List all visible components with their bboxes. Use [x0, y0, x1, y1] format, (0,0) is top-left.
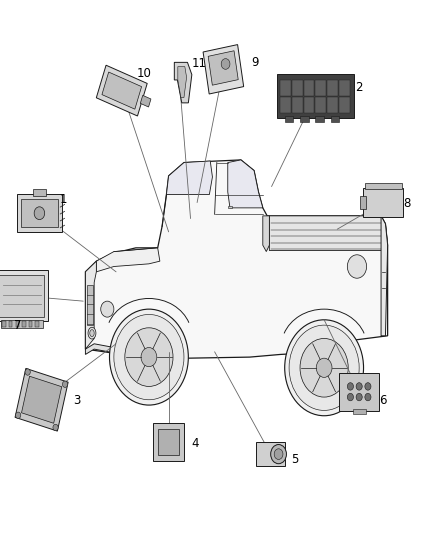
Text: 4: 4 [191, 437, 199, 450]
Circle shape [365, 383, 371, 390]
Circle shape [125, 328, 173, 386]
Polygon shape [85, 261, 96, 349]
Circle shape [347, 383, 353, 390]
FancyBboxPatch shape [339, 80, 350, 96]
Circle shape [274, 449, 283, 459]
Text: 10: 10 [137, 67, 152, 80]
Circle shape [271, 445, 286, 464]
Ellipse shape [88, 327, 96, 339]
Bar [285, 116, 293, 123]
Bar [315, 116, 324, 123]
Circle shape [63, 381, 68, 387]
Bar [353, 409, 366, 415]
Polygon shape [228, 160, 263, 208]
Polygon shape [269, 216, 388, 251]
FancyBboxPatch shape [339, 97, 350, 114]
FancyBboxPatch shape [292, 97, 303, 114]
Bar [29, 321, 32, 327]
Text: 2: 2 [355, 82, 363, 94]
Polygon shape [102, 72, 141, 109]
FancyBboxPatch shape [158, 430, 180, 455]
Circle shape [316, 358, 332, 377]
Circle shape [221, 59, 230, 69]
Circle shape [356, 383, 362, 390]
FancyBboxPatch shape [280, 97, 291, 114]
Bar [300, 116, 309, 123]
Circle shape [53, 424, 58, 431]
FancyBboxPatch shape [304, 97, 314, 114]
FancyBboxPatch shape [0, 270, 49, 321]
Polygon shape [203, 45, 244, 94]
Polygon shape [21, 376, 62, 423]
FancyBboxPatch shape [153, 423, 184, 461]
Circle shape [356, 393, 362, 401]
Circle shape [365, 393, 371, 401]
FancyBboxPatch shape [364, 188, 403, 217]
Circle shape [101, 301, 114, 317]
Polygon shape [381, 216, 388, 336]
Polygon shape [174, 62, 192, 103]
FancyBboxPatch shape [339, 373, 379, 410]
Polygon shape [85, 160, 388, 358]
FancyBboxPatch shape [292, 80, 303, 96]
FancyBboxPatch shape [87, 285, 93, 325]
FancyBboxPatch shape [315, 97, 326, 114]
Polygon shape [208, 51, 238, 85]
Bar [1, 320, 42, 328]
FancyBboxPatch shape [21, 199, 58, 227]
Circle shape [300, 338, 348, 397]
FancyBboxPatch shape [315, 80, 326, 96]
Circle shape [114, 314, 184, 400]
Polygon shape [96, 65, 147, 116]
Circle shape [15, 412, 21, 418]
Bar [331, 116, 339, 123]
Circle shape [34, 207, 45, 220]
Polygon shape [140, 95, 151, 107]
Bar [33, 189, 46, 196]
FancyBboxPatch shape [228, 206, 232, 208]
Bar [364, 183, 402, 189]
Circle shape [347, 255, 367, 278]
Text: 7: 7 [14, 319, 21, 332]
Text: 11: 11 [192, 58, 207, 70]
FancyBboxPatch shape [0, 275, 45, 317]
Polygon shape [178, 67, 187, 98]
Polygon shape [263, 216, 269, 252]
Text: 3: 3 [73, 394, 80, 407]
FancyBboxPatch shape [327, 97, 338, 114]
Circle shape [285, 320, 364, 416]
Bar [35, 321, 39, 327]
Text: 6: 6 [379, 394, 387, 407]
Bar [9, 321, 12, 327]
FancyBboxPatch shape [17, 195, 61, 232]
Text: 1: 1 [60, 193, 67, 206]
Bar [3, 321, 6, 327]
Polygon shape [96, 248, 160, 272]
Bar [360, 196, 365, 209]
Bar [16, 321, 19, 327]
FancyBboxPatch shape [256, 442, 285, 466]
Circle shape [289, 325, 359, 410]
Ellipse shape [90, 329, 94, 337]
Text: 9: 9 [251, 56, 259, 69]
Polygon shape [85, 344, 158, 357]
Circle shape [347, 393, 353, 401]
Text: 8: 8 [404, 197, 411, 210]
FancyBboxPatch shape [277, 75, 354, 118]
Polygon shape [15, 368, 68, 431]
Text: 5: 5 [291, 453, 298, 466]
Circle shape [110, 309, 188, 405]
Polygon shape [166, 161, 212, 195]
Bar [22, 321, 25, 327]
FancyBboxPatch shape [280, 80, 291, 96]
Circle shape [25, 369, 30, 375]
FancyBboxPatch shape [304, 80, 314, 96]
FancyBboxPatch shape [327, 80, 338, 96]
Circle shape [141, 348, 157, 367]
